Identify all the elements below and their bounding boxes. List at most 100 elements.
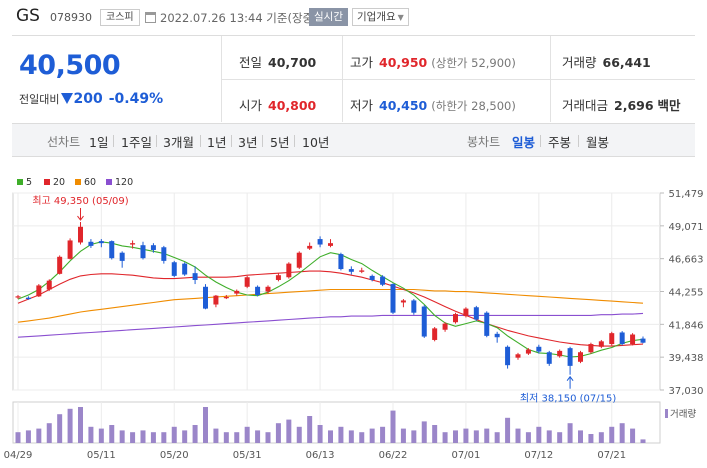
high-arrow-head [77,215,84,221]
candle-body [307,245,313,249]
volume-bar [421,421,427,443]
stat-prev-close: 전일 40,700 [239,52,316,71]
volume-bar [161,432,167,443]
candle-body [453,314,458,323]
legend-swatch-ma120 [106,179,112,185]
summary-row-divider [222,79,695,80]
stock-name[interactable]: GS [16,6,40,26]
volume-bar [223,432,229,443]
volume-bar [109,425,115,443]
candle-body [36,285,42,297]
candle-body [463,308,469,317]
volume-bar [473,430,479,443]
stat-open: 시가 40,800 [239,95,316,114]
chart-grid [12,192,661,444]
candles [15,222,646,375]
calendar-icon [145,12,156,23]
prev-value: 40,700 [268,55,317,70]
candle-body [265,286,271,292]
volume-bar [588,434,594,443]
x-tick-label: 04/29 [4,450,33,461]
candle-body [275,275,281,280]
candle-body [567,348,573,366]
candle-body [67,240,73,259]
chart-legend: 5 20 60 120 [17,177,133,188]
tab-1y[interactable]: 1년 [207,135,227,150]
volume-bar [619,423,625,443]
corp-overview-dropdown[interactable]: 기업개요 ▼ [352,8,409,26]
low-value: 40,450 [379,98,428,113]
candle-body [421,306,427,337]
tab-separator [200,135,201,147]
prev-label: 전일 [239,55,263,70]
realtime-button[interactable]: 실시간 [309,8,348,26]
y-tick-label: 41,846 [669,320,704,331]
y-tick-label: 37,030 [669,386,704,397]
tab-1d[interactable]: 1일 [89,135,109,150]
volume-bar [150,432,156,443]
volume-bar [432,425,438,443]
candle-body [15,296,21,298]
candle-body [640,338,646,343]
volume-label: 거래량 [562,55,597,70]
candle-body [161,247,167,261]
tab-3y[interactable]: 3년 [238,135,258,150]
moving-averages [17,241,644,358]
tab-weekly[interactable]: 주봉 [548,135,572,150]
stock-chart[interactable]: 5 20 60 120 최고 49,350 (05/09) 최저 38,150 (… [0,168,707,468]
volume-bar [536,426,542,443]
tab-1w[interactable]: 1주일 [121,135,152,150]
candle-body [119,252,125,261]
volume-bar [359,432,365,443]
candle-body [400,300,406,303]
annotations: 최고 49,350 (05/09) 최저 38,150 (07/15) [32,195,616,405]
candle-body [203,286,208,309]
candle-body [140,245,146,259]
candle-body [255,286,261,295]
tab-10y[interactable]: 10년 [302,135,330,150]
candle-body [609,333,615,345]
corp-overview-label: 기업개요 [357,11,396,23]
volume-bar [598,432,604,443]
low-label: 저가 [350,98,374,113]
tab-5y[interactable]: 5년 [270,135,290,150]
tab-daily[interactable]: 일봉 [512,135,536,150]
volume-bar [369,428,375,443]
volume-legend-swatch [665,409,668,418]
tab-monthly[interactable]: 월봉 [586,135,610,150]
current-price-box: 40,500 전일대비 200 -0.49% [12,36,222,122]
x-tick-label: 06/22 [379,450,408,461]
stat-volume: 거래량 66,441 [562,52,651,71]
candle-body [244,277,250,287]
volume-bar [265,432,271,443]
price-change: 전일대비 200 -0.49% [19,91,163,107]
x-tick-label: 06/13 [306,450,335,461]
low-arrow-head [566,375,574,382]
high-annotation: 최고 49,350 (05/09) [32,195,128,207]
volume-bar [203,407,208,443]
candle-body [390,284,396,313]
volume-bar [609,426,615,443]
volume-bar [88,426,94,443]
candle-body [338,254,344,270]
x-tick-label: 07/12 [524,450,553,461]
volume-bar [390,410,396,443]
candle-body [182,263,188,275]
volume-bar [286,419,292,443]
volume-bar [57,414,63,443]
volume-bar [36,428,42,443]
candle-body [150,245,156,250]
volume-bar [515,428,521,443]
candle-body [286,263,292,278]
candle-body [505,346,511,366]
volume-bar [380,426,386,443]
y-tick-label: 51,479 [669,189,704,200]
candle-body [411,300,417,313]
volume-bar [348,430,354,443]
caret-down-icon: ▼ [397,13,404,22]
candle-body [296,252,302,268]
tab-3m[interactable]: 3개월 [163,135,194,150]
change-percent: -0.49% [108,91,164,107]
candle-body [546,352,552,364]
candle-body [223,297,229,299]
